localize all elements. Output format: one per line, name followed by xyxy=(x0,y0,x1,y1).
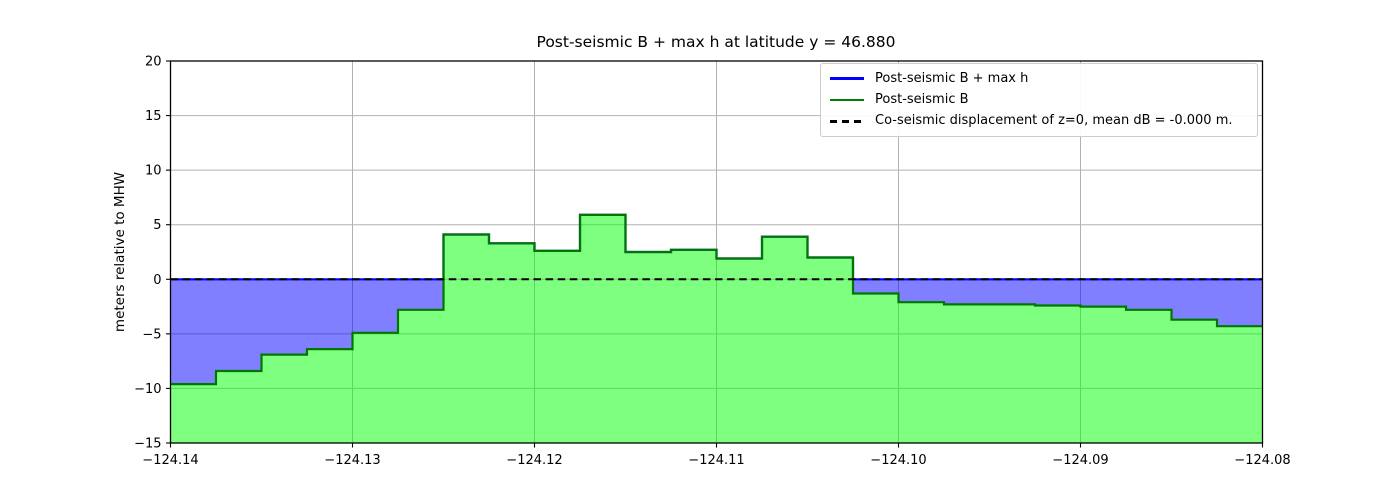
legend-label: Post-seismic B + max h xyxy=(875,70,1029,86)
y-tick-label: 5 xyxy=(153,218,161,233)
legend-item-co-seismic: Co-seismic displacement of z=0, mean dB … xyxy=(830,113,1248,129)
legend-item-b-plus-maxh: Post-seismic B + max h xyxy=(830,71,1248,87)
y-tick-label: −5 xyxy=(142,327,161,342)
x-tick-label: −124.12 xyxy=(506,453,562,468)
data-lines xyxy=(170,213,1263,386)
legend-label: Co-seismic displacement of z=0, mean dB … xyxy=(875,113,1233,129)
green-line-sample-icon xyxy=(830,98,864,102)
x-tick-label: −124.10 xyxy=(870,453,926,468)
x-tick-label: −124.08 xyxy=(1234,453,1290,468)
y-axis-label: meters relative to MHW xyxy=(112,172,128,332)
y-tick-label: −10 xyxy=(134,382,161,397)
chart-title: Post-seismic B + max h at latitude y = 4… xyxy=(537,33,896,51)
y-tick-label: 20 xyxy=(145,55,162,70)
post-seismic-b-line xyxy=(170,213,1263,386)
y-tick-label: 0 xyxy=(153,273,161,288)
tick-labels: 20 15 10 5 0 −5 −10 −15−124.14 −124.13 −124.12 −12… xyxy=(134,55,1291,469)
legend-label: Post-seismic B xyxy=(875,91,969,107)
water-column-fill xyxy=(170,214,1263,385)
x-tick-label: −124.14 xyxy=(142,453,198,468)
x-tick-label: −124.09 xyxy=(1052,453,1108,468)
y-tick-label: 10 xyxy=(145,164,162,179)
blue-line-sample-icon xyxy=(830,77,864,80)
legend: Post-seismic B + max h Post-seismic B Co… xyxy=(820,63,1258,137)
legend-item-post-seismic-b: Post-seismic B xyxy=(830,92,1248,108)
axis-ticks xyxy=(166,60,1264,448)
x-tick-label: −124.11 xyxy=(688,453,744,468)
y-tick-label: −15 xyxy=(134,437,161,452)
dashed-line-sample-icon xyxy=(830,120,864,123)
x-tick-label: −124.13 xyxy=(324,453,380,468)
y-tick-label: 15 xyxy=(145,109,162,124)
